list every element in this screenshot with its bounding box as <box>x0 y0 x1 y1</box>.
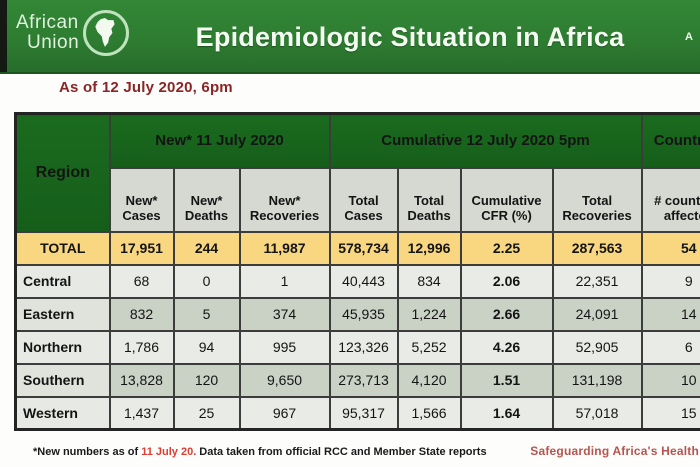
data-cell: 287,563 <box>551 230 643 266</box>
data-cell: 1,437 <box>108 395 175 431</box>
data-cell: 9,650 <box>238 362 331 398</box>
data-cell: 40,443 <box>328 263 399 299</box>
data-cell: 4.26 <box>459 329 554 365</box>
header-banner: African Union Epidemiologic Situation in… <box>0 0 700 74</box>
data-cell: 967 <box>238 395 331 431</box>
data-cell: 15 <box>640 395 700 431</box>
footnote-prefix: *New numbers as of <box>33 446 142 458</box>
data-cell: 244 <box>172 230 241 266</box>
column-header-total-recoveries: Total Recoveries <box>551 166 643 233</box>
data-cell: 1.64 <box>459 395 554 431</box>
footnote: *New numbers as of 11 July 20. Data take… <box>33 446 487 458</box>
table-row-northern: Northern 1,786 94 995 123,326 5,252 4.26… <box>14 329 700 365</box>
group-header-countries: Countries <box>640 112 700 169</box>
data-cell: 45,935 <box>328 296 399 332</box>
group-header-cumulative: Cumulative 12 July 2020 5pm <box>328 112 643 169</box>
region-cell: Northern <box>14 329 111 365</box>
data-cell: 578,734 <box>328 230 399 266</box>
data-cell: 68 <box>108 263 175 299</box>
table-row-central: Central 68 0 1 40,443 834 2.06 22,351 9 <box>14 263 700 299</box>
tagline: Safeguarding Africa's Health <box>530 444 699 458</box>
data-cell: 2.25 <box>459 230 554 266</box>
data-cell: 0 <box>172 263 241 299</box>
data-cell: 6 <box>640 329 700 365</box>
data-cell: 1 <box>238 263 331 299</box>
data-cell: 25 <box>172 395 241 431</box>
data-cell: 9 <box>640 263 700 299</box>
data-cell: 94 <box>172 329 241 365</box>
logo-line-1: African <box>16 12 79 33</box>
data-cell: 273,713 <box>328 362 399 398</box>
region-cell: Western <box>14 395 111 431</box>
epi-table: Region New* 11 July 2020 Cumulative 12 J… <box>14 112 700 431</box>
data-cell: 2.66 <box>459 296 554 332</box>
column-header-new-recoveries: New* Recoveries <box>238 166 331 233</box>
region-cell: Central <box>14 263 111 299</box>
as-of-date: As of 12 July 2020, 6pm <box>59 79 233 96</box>
data-cell: 832 <box>108 296 175 332</box>
data-cell: 17,951 <box>108 230 175 266</box>
table-row-southern: Southern 13,828 120 9,650 273,713 4,120 … <box>14 362 700 398</box>
footnote-suffix: Data taken from official RCC and Member … <box>196 446 487 458</box>
footnote-date: 11 July 20. <box>141 446 197 458</box>
data-cell: 52,905 <box>551 329 643 365</box>
region-cell: TOTAL <box>14 230 111 266</box>
column-header-countries-affected: # countries affected <box>640 166 700 233</box>
data-cell: 10 <box>640 362 700 398</box>
data-cell: 13,828 <box>108 362 175 398</box>
column-header-new-cases: New* Cases <box>108 166 175 233</box>
table-subheader-row: New* Cases New* Deaths New* Recoveries T… <box>16 166 700 233</box>
data-cell: 4,120 <box>396 362 462 398</box>
column-header-total-deaths: Total Deaths <box>396 166 462 233</box>
data-cell: 1,786 <box>108 329 175 365</box>
column-header-total-cases: Total Cases <box>328 166 399 233</box>
data-cell: 123,326 <box>328 329 399 365</box>
column-header-region: Region <box>14 112 111 233</box>
region-cell: Eastern <box>14 296 111 332</box>
africa-cdc-partial-text: A <box>685 31 693 43</box>
data-cell: 24,091 <box>551 296 643 332</box>
page-title: Epidemiologic Situation in Africa <box>195 22 625 52</box>
data-cell: 54 <box>640 230 700 266</box>
data-cell: 5,252 <box>396 329 462 365</box>
data-cell: 12,996 <box>396 230 462 266</box>
data-cell: 1,566 <box>396 395 462 431</box>
table-row-western: Western 1,437 25 967 95,317 1,566 1.64 5… <box>14 395 700 431</box>
table-row-total: TOTAL 17,951 244 11,987 578,734 12,996 2… <box>14 230 700 266</box>
logo-line-2: Union <box>27 32 80 53</box>
african-union-logo: African Union <box>16 10 130 56</box>
data-cell: 57,018 <box>551 395 643 431</box>
data-cell: 1.51 <box>459 362 554 398</box>
african-union-logo-text: African Union <box>16 13 79 53</box>
data-cell: 131,198 <box>551 362 643 398</box>
table-row-eastern: Eastern 832 5 374 45,935 1,224 2.66 24,0… <box>14 296 700 332</box>
epi-table-wrap: Region New* 11 July 2020 Cumulative 12 J… <box>14 112 700 431</box>
data-cell: 2.06 <box>459 263 554 299</box>
column-header-cumulative-cfr: Cumulative CFR (%) <box>459 166 554 233</box>
africa-continent-icon <box>95 18 115 47</box>
table-group-header-row: Region New* 11 July 2020 Cumulative 12 J… <box>14 112 700 233</box>
region-cell: Southern <box>14 362 111 398</box>
left-edge-strip <box>0 0 7 72</box>
column-header-new-deaths: New* Deaths <box>172 166 241 233</box>
african-union-emblem-icon <box>83 10 130 56</box>
data-cell: 95,317 <box>328 395 399 431</box>
group-header-new: New* 11 July 2020 <box>108 112 331 169</box>
data-cell: 22,351 <box>551 263 643 299</box>
data-cell: 5 <box>172 296 241 332</box>
data-cell: 14 <box>640 296 700 332</box>
data-cell: 995 <box>238 329 331 365</box>
data-cell: 120 <box>172 362 241 398</box>
data-cell: 1,224 <box>396 296 462 332</box>
data-cell: 374 <box>238 296 331 332</box>
data-cell: 834 <box>396 263 462 299</box>
data-cell: 11,987 <box>238 230 331 266</box>
